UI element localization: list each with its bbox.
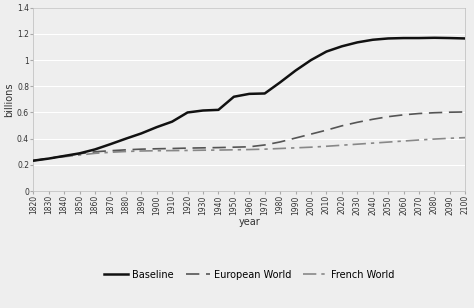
French World [370, 141, 375, 145]
French World [385, 140, 391, 144]
European World [308, 132, 314, 136]
European World [246, 145, 252, 149]
French World [401, 139, 406, 143]
Baseline [123, 137, 128, 140]
European World [339, 124, 345, 128]
European World [92, 150, 98, 154]
French World [123, 150, 128, 153]
Baseline [416, 36, 422, 40]
European World [30, 159, 36, 163]
European World [108, 149, 113, 152]
European World [185, 146, 191, 150]
French World [216, 148, 221, 152]
French World [30, 159, 36, 163]
French World [324, 144, 329, 148]
Baseline [293, 69, 299, 72]
French World [432, 137, 438, 141]
French World [262, 147, 267, 151]
European World [293, 136, 299, 140]
European World [447, 110, 453, 114]
X-axis label: year: year [238, 217, 260, 227]
European World [46, 156, 52, 160]
French World [61, 155, 67, 159]
French World [169, 149, 175, 152]
Baseline [355, 41, 360, 44]
European World [231, 145, 237, 149]
Baseline [463, 37, 468, 40]
French World [77, 153, 82, 157]
Baseline [370, 38, 375, 42]
Line: Baseline: Baseline [33, 38, 465, 161]
European World [463, 110, 468, 114]
European World [138, 147, 144, 151]
Baseline [92, 148, 98, 151]
Baseline [324, 50, 329, 53]
European World [401, 113, 406, 117]
French World [200, 148, 206, 152]
European World [169, 147, 175, 150]
Baseline [30, 159, 36, 163]
Line: French World: French World [33, 138, 465, 161]
Baseline [46, 157, 52, 160]
Baseline [246, 92, 252, 96]
European World [370, 117, 375, 121]
Baseline [231, 95, 237, 99]
Baseline [200, 109, 206, 112]
European World [416, 112, 422, 116]
Baseline [385, 37, 391, 40]
French World [447, 136, 453, 140]
European World [432, 111, 438, 115]
European World [385, 115, 391, 119]
Legend: Baseline, European World, French World: Baseline, European World, French World [100, 265, 398, 283]
French World [46, 157, 52, 160]
Y-axis label: billions: billions [4, 82, 14, 117]
European World [154, 147, 160, 151]
French World [339, 143, 345, 147]
French World [246, 148, 252, 152]
European World [355, 120, 360, 124]
European World [61, 154, 67, 158]
European World [77, 152, 82, 156]
Baseline [138, 132, 144, 135]
Baseline [169, 120, 175, 124]
European World [123, 148, 128, 152]
French World [355, 142, 360, 146]
Line: European World: European World [33, 112, 465, 161]
French World [277, 147, 283, 150]
Baseline [108, 142, 113, 146]
Baseline [216, 108, 221, 112]
French World [92, 152, 98, 155]
French World [293, 146, 299, 150]
Baseline [185, 111, 191, 114]
European World [200, 146, 206, 150]
European World [216, 146, 221, 149]
French World [138, 149, 144, 153]
Baseline [262, 91, 267, 95]
Baseline [432, 36, 438, 40]
Baseline [77, 152, 82, 155]
French World [416, 138, 422, 142]
European World [277, 140, 283, 144]
French World [185, 149, 191, 152]
French World [231, 148, 237, 152]
Baseline [277, 80, 283, 84]
Baseline [447, 36, 453, 40]
European World [324, 128, 329, 132]
Baseline [154, 125, 160, 129]
European World [262, 143, 267, 147]
French World [463, 136, 468, 140]
Baseline [339, 44, 345, 48]
French World [154, 149, 160, 152]
French World [308, 145, 314, 149]
Baseline [401, 36, 406, 40]
Baseline [308, 58, 314, 62]
Baseline [61, 154, 67, 158]
French World [108, 150, 113, 154]
